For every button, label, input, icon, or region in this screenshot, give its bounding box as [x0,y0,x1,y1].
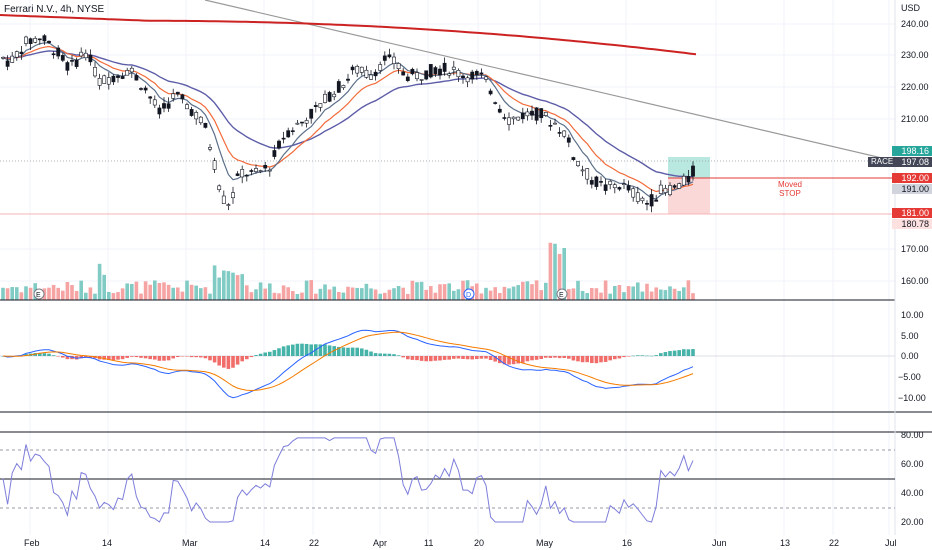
ema-50-line [2,50,693,178]
time-axis[interactable]: Feb 14 Mar 14 22 Apr 11 20 May 16 Jun 13… [24,538,897,548]
time-tick: Apr [373,538,387,548]
macd-tick: 0.00 [901,351,919,361]
macd-pane[interactable] [0,329,895,399]
low-price-badge: 180.78 [892,219,932,229]
macd-axis[interactable]: 10.00 5.00 0.00 −5.00 −10.00 [898,310,926,403]
time-tick: 20 [474,538,484,548]
macd-histogram [1,343,695,369]
rsi-line [2,437,694,523]
price-axis[interactable]: 240.00 230.00 220.00 210.00 170.00 160.0… [901,3,929,286]
annotation-line: STOP [779,189,801,198]
rsi-tick: 20.00 [901,517,924,527]
rsi-tick: 80.00 [901,430,924,440]
rsi-axis[interactable]: 80.00 60.00 40.00 20.00 [901,430,924,527]
time-tick: 16 [622,538,632,548]
price-tick: 240.00 [901,19,929,29]
time-tick: Mar [182,538,198,548]
price-tick: 160.00 [901,276,929,286]
annotation-line: Moved [777,180,802,189]
time-tick: Jun [712,538,727,548]
time-tick: 14 [260,538,270,548]
price-tick: 210.00 [901,114,929,124]
dividend-marker[interactable]: D [463,288,475,300]
last-price-badge: 197.08 [892,157,932,167]
trend-line[interactable] [204,0,896,162]
old-stop-badge: 181.00 [892,208,932,218]
price-tick: 220.00 [901,82,929,92]
time-tick: 13 [780,538,790,548]
rsi-tick: 40.00 [901,488,924,498]
macd-tick: 10.00 [901,310,924,320]
time-tick: Jul [885,538,897,548]
earnings-marker-label: E [559,292,564,299]
time-tick: May [536,538,554,548]
earnings-marker[interactable]: E [556,288,568,300]
rsi-pane[interactable] [0,437,895,523]
moved-stop-annotation: Moved STOP [770,180,810,198]
time-tick: Feb [24,538,40,548]
take-profit-badge: 198.16 [892,146,932,156]
macd-signal-line [2,331,694,392]
chart-title: Ferrari N.V., 4h, NYSE [4,4,105,15]
macd-tick: −10.00 [898,393,926,403]
symbol-tag: RACE [868,157,897,167]
price-pane[interactable] [0,0,896,300]
time-tick: 14 [102,538,112,548]
earnings-marker[interactable]: E [33,288,45,300]
macd-tick: 5.00 [901,331,919,341]
macd-line [2,329,694,399]
grid-lines [0,0,895,535]
dividend-marker-label: D [466,292,471,299]
ema-21-line [2,45,694,193]
candlesticks [1,34,695,213]
stop-price-badge: 192.00 [892,173,932,183]
time-tick: 11 [424,538,433,548]
time-tick: 22 [309,538,319,548]
time-tick: 22 [829,538,839,548]
rsi-tick: 60.00 [901,459,924,469]
volume-bars [1,242,695,300]
macd-tick: −5.00 [898,372,921,382]
price-tick: 170.00 [901,244,929,254]
price-tick: 230.00 [901,50,929,60]
ema-9-line [2,42,694,200]
ma-200-line [0,14,697,56]
take-profit-zone [668,157,710,178]
currency-label: USD [901,3,921,13]
earnings-marker-label: E [36,292,41,299]
entry-price-badge: 191.00 [892,184,932,194]
